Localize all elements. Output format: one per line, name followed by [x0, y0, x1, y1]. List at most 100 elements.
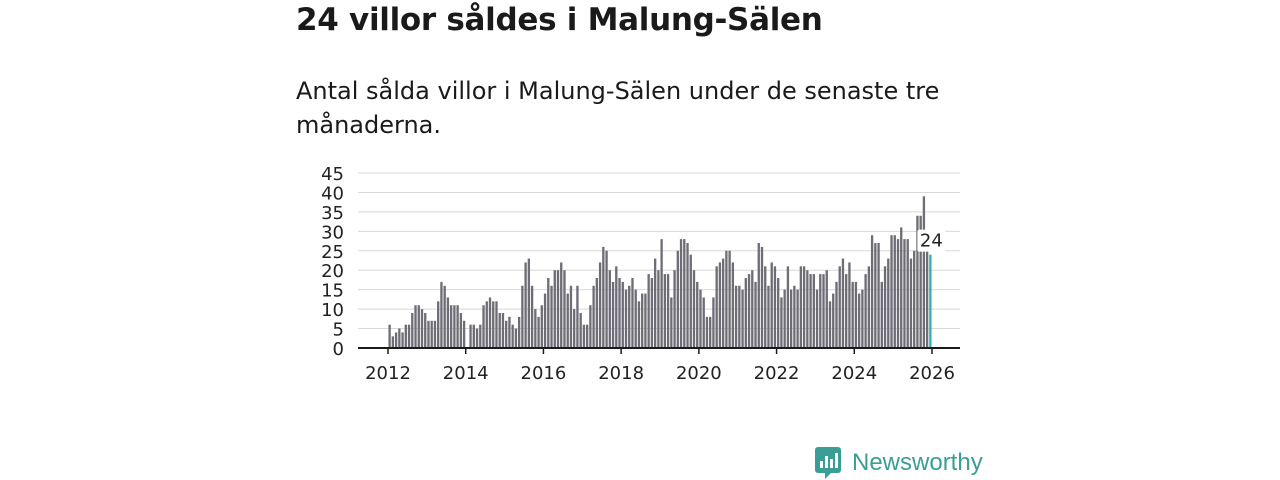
bar: [411, 313, 414, 348]
bar: [806, 270, 809, 348]
bar: [819, 274, 822, 348]
bar: [462, 320, 466, 348]
bar: [492, 301, 495, 348]
bar: [841, 258, 845, 348]
bar: [647, 274, 650, 348]
bar: [738, 285, 741, 348]
bar: [670, 297, 673, 348]
bar: [751, 270, 754, 348]
bar: [832, 293, 835, 348]
bar: [650, 278, 654, 348]
y-tick-label: 10: [321, 300, 344, 321]
bar: [394, 332, 398, 348]
bar: [417, 305, 420, 348]
bar: [585, 324, 589, 348]
bar: [615, 266, 618, 348]
y-tick-label: 0: [333, 339, 344, 360]
bar: [605, 250, 608, 348]
bar: [773, 266, 777, 348]
bar: [877, 243, 880, 348]
bar: [848, 262, 851, 348]
bar: [725, 250, 728, 348]
y-tick-label: 45: [321, 164, 344, 185]
bar: [592, 285, 595, 348]
bar: [712, 297, 715, 348]
bar: [909, 258, 913, 348]
bar: [644, 293, 647, 348]
bar: [696, 281, 699, 348]
bar: [880, 281, 883, 348]
y-tick-label: 20: [321, 261, 344, 282]
bar: [401, 332, 404, 348]
bar: [786, 266, 790, 348]
x-tick-label: 2024: [831, 363, 877, 384]
bar: [835, 281, 838, 348]
bar: [576, 285, 579, 348]
bar: [498, 313, 501, 348]
bar: [527, 258, 531, 348]
bar: [485, 301, 488, 348]
bar: [511, 324, 514, 348]
bar: [424, 313, 427, 348]
x-tick-label: 2022: [754, 363, 800, 384]
bar: [543, 293, 547, 348]
y-tick-label: 25: [321, 242, 344, 263]
bar: [747, 274, 751, 348]
bar: [919, 215, 922, 348]
bar: [550, 285, 553, 348]
bar: [857, 293, 861, 348]
bar: [440, 281, 443, 348]
bar: [689, 254, 692, 348]
highlight-value-label: 24: [920, 231, 943, 252]
bar: [845, 274, 848, 348]
bar: [628, 285, 631, 348]
bar: [420, 309, 424, 348]
bar: [404, 324, 407, 348]
bar: [563, 270, 566, 348]
bar: [407, 324, 411, 348]
bar: [867, 266, 871, 348]
bar: [883, 266, 887, 348]
bar: [887, 258, 890, 348]
bar: [815, 289, 819, 348]
bar: [618, 278, 621, 348]
bar: [760, 246, 764, 348]
bar: [812, 274, 815, 348]
bar: [913, 250, 916, 348]
bar: [783, 289, 786, 348]
bar: [734, 285, 738, 348]
bar: [595, 278, 599, 348]
bar: [657, 270, 660, 348]
x-tick-label: 2020: [676, 363, 722, 384]
bar: [741, 289, 744, 348]
bar: [524, 262, 527, 348]
bar: [721, 258, 725, 348]
bar: [679, 239, 683, 348]
bar: [683, 239, 686, 348]
y-tick-label: 5: [333, 320, 344, 341]
bar: [780, 297, 783, 348]
bar-highlight: [929, 254, 932, 348]
bar: [566, 293, 569, 348]
bar: [906, 239, 909, 348]
newsworthy-logo-icon: [815, 447, 841, 479]
bar: [854, 281, 858, 348]
bar: [770, 262, 773, 348]
bar: [692, 270, 696, 348]
bar: [582, 324, 586, 348]
bar: [446, 297, 450, 348]
bar: [686, 243, 689, 348]
subtitle: Antal sålda villor i Malung-Sälen under …: [296, 77, 940, 139]
bar: [925, 246, 929, 348]
bar: [433, 320, 437, 348]
bar: [864, 274, 867, 348]
bar: [449, 305, 453, 348]
bar: [789, 289, 793, 348]
bar: [809, 274, 812, 348]
bars: [388, 196, 932, 348]
bar: [676, 250, 679, 348]
bar: [874, 243, 877, 348]
bar: [916, 215, 919, 348]
bar: [802, 266, 806, 348]
